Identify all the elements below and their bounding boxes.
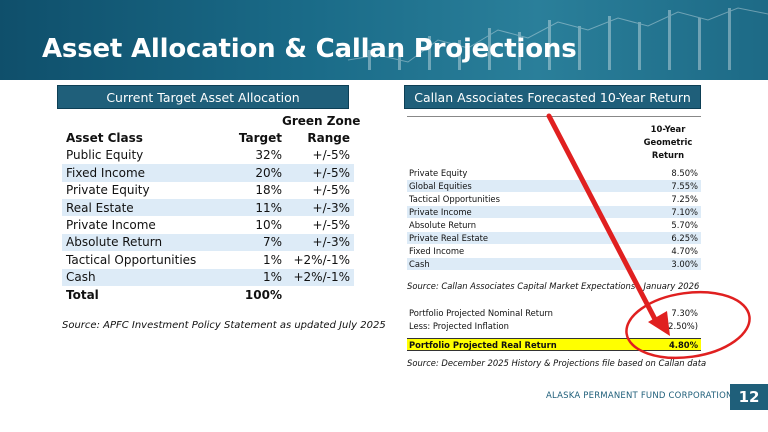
col-head-line: Geometric bbox=[643, 137, 693, 147]
row-target: 32% bbox=[255, 148, 282, 163]
projection-summary: Portfolio Projected Nominal Return 7.30%… bbox=[407, 306, 701, 351]
nominal-return-row: Portfolio Projected Nominal Return 7.30% bbox=[407, 306, 701, 319]
total-row: Total 100% bbox=[62, 286, 354, 303]
row-name: Public Equity bbox=[66, 148, 144, 163]
row-range: +/-5% bbox=[312, 218, 350, 233]
table-top-rule bbox=[407, 116, 701, 117]
row-value: 5.70% bbox=[671, 220, 698, 230]
row-name: Real Estate bbox=[66, 200, 134, 215]
decorative-chart-background bbox=[348, 7, 768, 70]
table-row: Absolute Return 5.70% bbox=[407, 218, 701, 231]
row-value: 7.55% bbox=[671, 181, 698, 191]
row-target: 18% bbox=[255, 183, 282, 198]
row-value: 3.00% bbox=[671, 259, 698, 269]
row-name: Private Income bbox=[409, 207, 472, 217]
green-zone-header-row: Green Zone bbox=[62, 112, 361, 129]
history-source-note: Source: December 2025 History & Projecti… bbox=[407, 358, 707, 368]
return-column-header: 10-Year Geometric Return bbox=[638, 123, 698, 162]
row-range: +/-5% bbox=[312, 165, 350, 180]
col-range: Range bbox=[307, 131, 350, 146]
table-row: Tactical Opportunities 1% +2%/-1% bbox=[62, 251, 354, 268]
header-band: Asset Allocation & Callan Projections bbox=[0, 0, 768, 80]
total-label: Total bbox=[66, 287, 99, 302]
real-label: Portfolio Projected Real Return bbox=[409, 339, 557, 350]
inflation-label: Less: Projected Inflation bbox=[409, 320, 509, 331]
green-zone-label: Green Zone bbox=[282, 113, 361, 128]
table-row: Tactical Opportunities 7.25% bbox=[407, 192, 701, 205]
column-header-row: Asset Class Target Range bbox=[62, 129, 354, 146]
page-title: Asset Allocation & Callan Projections bbox=[42, 34, 577, 64]
row-value: 7.25% bbox=[671, 194, 698, 204]
row-value: 8.50% bbox=[671, 168, 698, 178]
page-number: 12 bbox=[730, 384, 768, 410]
table-row: Private Income 7.10% bbox=[407, 205, 701, 218]
row-name: Absolute Return bbox=[66, 235, 163, 250]
inflation-value: (2.50%) bbox=[664, 320, 698, 331]
table-row: Private Real Estate 6.25% bbox=[407, 231, 701, 244]
row-name: Tactical Opportunities bbox=[409, 194, 500, 204]
row-target: 11% bbox=[255, 200, 282, 215]
row-value: 6.25% bbox=[671, 233, 698, 243]
total-target: 100% bbox=[244, 287, 282, 302]
row-range: +/-5% bbox=[312, 183, 350, 198]
row-target: 10% bbox=[255, 218, 282, 233]
row-value: 7.10% bbox=[671, 207, 698, 217]
row-range: +2%/-1% bbox=[293, 270, 350, 285]
row-name: Fixed Income bbox=[409, 246, 465, 256]
row-name: Global Equities bbox=[409, 181, 472, 191]
table-row: Cash 3.00% bbox=[407, 257, 701, 270]
row-name: Tactical Opportunities bbox=[66, 252, 197, 267]
allocation-banner: Current Target Asset Allocation bbox=[57, 85, 349, 109]
table-row: Private Equity 8.50% bbox=[407, 166, 701, 179]
real-value: 4.80% bbox=[668, 339, 698, 350]
nominal-value: 7.30% bbox=[671, 307, 698, 318]
row-target: 1% bbox=[262, 270, 282, 285]
allocation-table: Green Zone Asset Class Target Range Publ… bbox=[62, 112, 361, 303]
row-range: +/-3% bbox=[312, 235, 350, 250]
table-row: Fixed Income 20% +/-5% bbox=[62, 164, 354, 182]
row-name: Absolute Return bbox=[409, 220, 477, 230]
allocation-source-note: Source: APFC Investment Policy Statement… bbox=[62, 320, 386, 331]
footer-org-name: ALASKA PERMANENT FUND CORPORATION bbox=[546, 391, 733, 401]
table-row: Private Income 10% +/-5% bbox=[62, 216, 354, 233]
row-range: +2%/-1% bbox=[293, 252, 350, 267]
row-name: Private Equity bbox=[409, 168, 468, 178]
table-row: Absolute Return 7% +/-3% bbox=[62, 233, 354, 252]
col-target: Target bbox=[238, 131, 282, 146]
row-target: 1% bbox=[262, 252, 282, 267]
table-row: Fixed Income 4.70% bbox=[407, 244, 701, 257]
nominal-label: Portfolio Projected Nominal Return bbox=[409, 307, 553, 318]
row-name: Private Equity bbox=[66, 183, 150, 198]
row-target: 20% bbox=[255, 165, 282, 180]
callan-source-note: Source: Callan Associates Capital Market… bbox=[407, 281, 700, 291]
table-row: Global Equities 7.55% bbox=[407, 179, 701, 192]
row-name: Private Income bbox=[66, 218, 156, 233]
row-name: Cash bbox=[66, 270, 96, 285]
callan-banner: Callan Associates Forecasted 10-Year Ret… bbox=[404, 85, 701, 109]
row-range: +/-5% bbox=[312, 148, 350, 163]
col-asset-class: Asset Class bbox=[66, 131, 143, 146]
row-range: +/-3% bbox=[312, 200, 350, 215]
table-row: Real Estate 11% +/-3% bbox=[62, 198, 354, 217]
inflation-row: Less: Projected Inflation (2.50%) bbox=[407, 319, 701, 332]
table-row: Public Equity 32% +/-5% bbox=[62, 147, 354, 164]
col-head-line: 10-Year bbox=[650, 124, 686, 134]
real-return-row: Portfolio Projected Real Return 4.80% bbox=[407, 338, 701, 351]
row-value: 4.70% bbox=[671, 246, 698, 256]
row-name: Fixed Income bbox=[66, 165, 146, 180]
row-name: Private Real Estate bbox=[409, 233, 489, 243]
row-name: Cash bbox=[409, 259, 430, 269]
col-head-line: Return bbox=[651, 150, 685, 160]
table-row: Private Equity 18% +/-5% bbox=[62, 182, 354, 199]
row-target: 7% bbox=[262, 235, 282, 250]
table-row: Cash 1% +2%/-1% bbox=[62, 268, 354, 286]
